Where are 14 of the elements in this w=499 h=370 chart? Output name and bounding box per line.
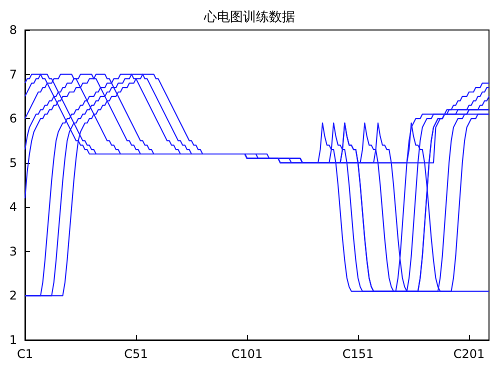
y-tick-label: 8: [9, 23, 17, 37]
y-tick-label: 6: [9, 112, 17, 126]
y-tick-label: 3: [9, 244, 17, 258]
chart-title: 心电图训练数据: [203, 9, 295, 25]
y-tick-label: 1: [9, 333, 17, 347]
x-tick-label: C151: [342, 347, 374, 361]
y-tick-label: 4: [9, 200, 17, 214]
y-tick-label: 2: [9, 288, 17, 303]
x-tick-label: C201: [453, 347, 485, 361]
x-tick-label: C1: [16, 347, 34, 361]
y-tick-label: 5: [9, 156, 17, 170]
x-tick-label: C51: [124, 347, 148, 361]
y-tick-label: 7: [9, 67, 17, 82]
x-tick-label: C101: [231, 347, 263, 361]
